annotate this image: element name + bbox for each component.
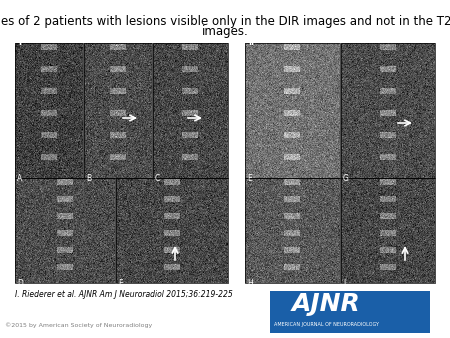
Text: E: E bbox=[247, 174, 252, 183]
Text: Examples of 2 patients with lesions visible only in the DIR images and not in th: Examples of 2 patients with lesions visi… bbox=[0, 15, 450, 28]
Bar bbox=[84, 43, 152, 178]
Text: G: G bbox=[343, 174, 349, 183]
Bar bbox=[153, 43, 228, 178]
Text: E: E bbox=[118, 279, 123, 288]
Text: I. Riederer et al. AJNR Am J Neuroradiol 2015;36:219-225: I. Riederer et al. AJNR Am J Neuroradiol… bbox=[15, 290, 233, 299]
Text: AMERICAN JOURNAL OF NEURORADIOLOGY: AMERICAN JOURNAL OF NEURORADIOLOGY bbox=[274, 322, 378, 327]
Text: H: H bbox=[247, 279, 253, 288]
Text: C: C bbox=[155, 174, 160, 183]
Text: I: I bbox=[343, 279, 345, 288]
Bar bbox=[116, 178, 228, 283]
Text: D: D bbox=[17, 279, 23, 288]
Bar bbox=[15, 178, 115, 283]
Bar bbox=[245, 178, 340, 283]
Text: B: B bbox=[86, 174, 91, 183]
Text: images.: images. bbox=[202, 25, 248, 38]
Text: II: II bbox=[248, 38, 254, 47]
Text: AJNR: AJNR bbox=[292, 292, 360, 316]
Text: I: I bbox=[18, 38, 21, 47]
Bar bbox=[341, 178, 435, 283]
Bar bbox=[270, 291, 430, 333]
Text: ©2015 by American Society of Neuroradiology: ©2015 by American Society of Neuroradiol… bbox=[5, 322, 152, 328]
Bar bbox=[245, 43, 340, 178]
Bar bbox=[15, 43, 83, 178]
Text: A: A bbox=[17, 174, 22, 183]
Bar bbox=[341, 43, 435, 178]
